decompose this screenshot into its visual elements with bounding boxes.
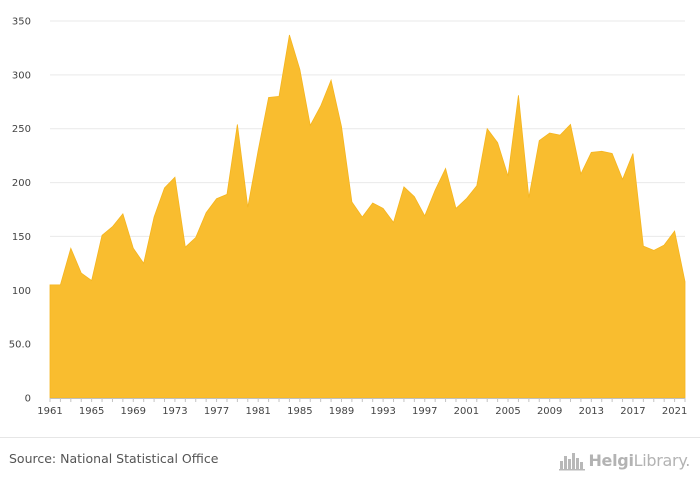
footer-divider <box>0 437 700 438</box>
x-tick-label: 1961 <box>37 406 62 417</box>
area-fill <box>49 34 686 399</box>
x-tick-label: 2017 <box>620 406 645 417</box>
y-tick-label: 200 <box>12 178 31 189</box>
skyline-icon <box>559 453 586 471</box>
area-chart: 0 50.0 100 150 200 250 300 350 1961 1965 1969 1973… <box>9 17 688 418</box>
y-tick-label: 150 <box>12 232 31 243</box>
x-tick-label: 1985 <box>287 406 312 417</box>
x-tick-label: 1969 <box>121 406 146 417</box>
x-tick-label: 2001 <box>454 406 479 417</box>
y-tick-label: 300 <box>12 70 31 81</box>
x-tick-label: 2021 <box>662 406 687 417</box>
area-series <box>49 34 686 399</box>
x-tick-label: 1993 <box>370 406 395 417</box>
x-axis: 1961 1965 1969 1973 1977 1981 1985 1989 1993 1997… <box>37 398 687 417</box>
y-tick-label: 50.0 <box>9 340 31 351</box>
x-tick-label: 2009 <box>537 406 562 417</box>
x-tick-label: 2005 <box>495 406 520 417</box>
y-tick-label: 100 <box>12 286 31 297</box>
x-tick-label: 1981 <box>245 406 270 417</box>
brand-logo[interactable]: Helgi Library. <box>559 447 690 473</box>
y-tick-label: 350 <box>12 17 31 28</box>
y-tick-label: 0 <box>25 394 31 405</box>
source-note: Source: National Statistical Office <box>9 451 219 466</box>
x-tick-label: 1989 <box>329 406 354 417</box>
brand-name-regular: Library. <box>633 450 691 470</box>
y-axis: 0 50.0 100 150 200 250 300 350 <box>9 17 31 405</box>
x-tick-label: 2013 <box>579 406 604 417</box>
y-tick-label: 250 <box>12 124 31 135</box>
brand-name-bold: Helgi <box>588 450 634 470</box>
x-tick-label: 1977 <box>204 406 229 417</box>
x-tick-label: 1973 <box>162 406 187 417</box>
footer: Source: National Statistical Office Helg… <box>0 437 700 483</box>
x-tick-label: 1997 <box>412 406 437 417</box>
x-tick-label: 1965 <box>79 406 104 417</box>
